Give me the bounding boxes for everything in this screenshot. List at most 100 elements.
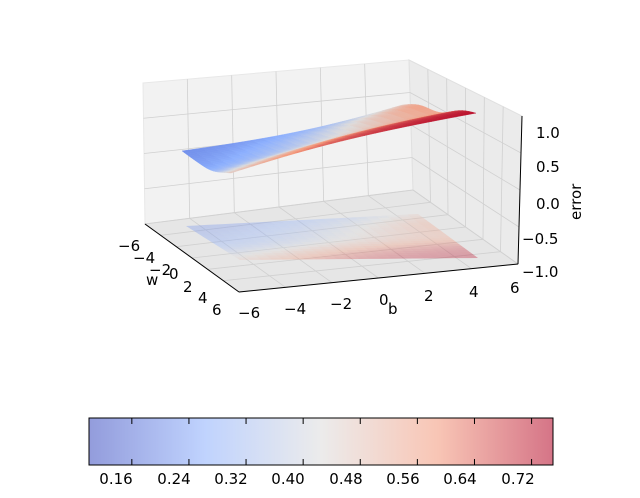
contour-patch (240, 253, 255, 256)
contour-patch (268, 249, 282, 252)
contour-patch (208, 239, 222, 242)
contour-patch (346, 234, 360, 238)
contour-patch (238, 229, 252, 232)
contour-patch (426, 228, 440, 231)
contour-patch (275, 231, 289, 235)
error-surface (181, 104, 477, 174)
contour-patch (426, 244, 441, 247)
contour-patch (303, 250, 317, 253)
contour-patch (343, 248, 357, 251)
contour-patch (241, 246, 256, 249)
contour-patch (453, 248, 468, 251)
contour-patch (434, 250, 449, 253)
contour-patch (386, 254, 400, 257)
colorbar-tick-label: 0.64 (443, 470, 476, 488)
contour-patch (316, 252, 330, 255)
contour-patch (217, 245, 232, 248)
contour-patch (394, 220, 408, 224)
contour-patch (317, 237, 331, 240)
contour-patch (201, 228, 215, 231)
contour-patch (353, 255, 368, 258)
contour-patch (464, 256, 478, 259)
contour-patch (274, 239, 288, 242)
contour-patch (450, 246, 465, 249)
contour-patch (399, 256, 414, 259)
error-tick-label: −0.5 (522, 230, 558, 248)
contour-patch (305, 252, 319, 255)
contour-patch (190, 228, 204, 231)
contour-patch (418, 246, 433, 249)
contour-patch (325, 235, 339, 238)
contour-patch (402, 235, 416, 238)
w-tick-label: −2 (149, 261, 171, 279)
contour-patch (254, 225, 268, 228)
contour-patch (389, 249, 403, 252)
contour-patch (232, 233, 246, 236)
colorbar-tick-label: 0.32 (214, 470, 247, 488)
contour-patch (461, 254, 476, 257)
contour-patch (275, 254, 290, 257)
contour-patch (391, 251, 406, 254)
contour-patch (275, 224, 289, 227)
w-tick-label: −4 (133, 249, 155, 267)
contour-patch (280, 235, 294, 238)
contour-patch (269, 258, 284, 260)
contour-patch (340, 246, 355, 249)
contour-patch (266, 234, 281, 237)
contour-patch (296, 231, 310, 234)
contour-patch (344, 225, 358, 228)
colorbar: 0.16 0.24 0.32 0.40 0.48 0.56 0.64 0.72 (88, 417, 554, 488)
contour-patch (415, 220, 429, 223)
contour-patch (407, 230, 422, 234)
contour-patch (304, 221, 318, 224)
contour-patch (308, 247, 322, 250)
contour-patch (346, 219, 361, 222)
contour-patch (302, 257, 316, 260)
contour-patch (288, 225, 302, 229)
contour-patch (320, 232, 334, 235)
contour-patch (399, 224, 414, 228)
contour-patch (324, 243, 339, 246)
contour-patch (243, 233, 257, 236)
contour-patch (240, 231, 254, 234)
contour-patch (397, 222, 411, 226)
contour-patch (259, 258, 273, 260)
contour-patch (205, 237, 219, 240)
contour-patch (357, 234, 371, 237)
contour-patch (370, 251, 384, 254)
contour-patch (415, 228, 430, 231)
contour-patch (289, 256, 303, 258)
b-tick-label: 0 (379, 291, 389, 309)
error-tick-label: 0.0 (536, 195, 560, 213)
b-tick-labels: −6 −4 −2 0 2 4 6 (238, 279, 520, 322)
surface-patch (461, 112, 477, 116)
contour-patch (381, 243, 395, 246)
error-tick-label: 0.5 (536, 158, 560, 176)
contour-patch (295, 245, 309, 248)
contour-patch (227, 252, 241, 254)
contour-patch (437, 252, 451, 255)
contour-patch (293, 229, 307, 232)
contour-patch (327, 244, 341, 247)
contour-patch (316, 245, 331, 248)
contour-patch (210, 241, 224, 243)
contour-patch (248, 258, 262, 260)
grid-line (143, 92, 411, 119)
contour-patch (394, 237, 408, 240)
contour-patch (399, 248, 414, 252)
contour-patch (391, 227, 406, 230)
w-tick-label: 2 (183, 278, 193, 296)
contour-patch (306, 238, 320, 241)
contour-patch (263, 239, 278, 242)
contour-patch (222, 248, 237, 251)
contour-patch (286, 254, 300, 257)
contour-patch (269, 228, 284, 231)
contour-patch (426, 252, 441, 255)
contour-patch (297, 254, 311, 257)
contour-patch (450, 254, 465, 257)
contour-patch (386, 215, 400, 218)
contour-patch (429, 246, 443, 249)
contour-patch (415, 252, 430, 255)
contour-patch (360, 220, 374, 223)
contour-patch (380, 251, 395, 254)
